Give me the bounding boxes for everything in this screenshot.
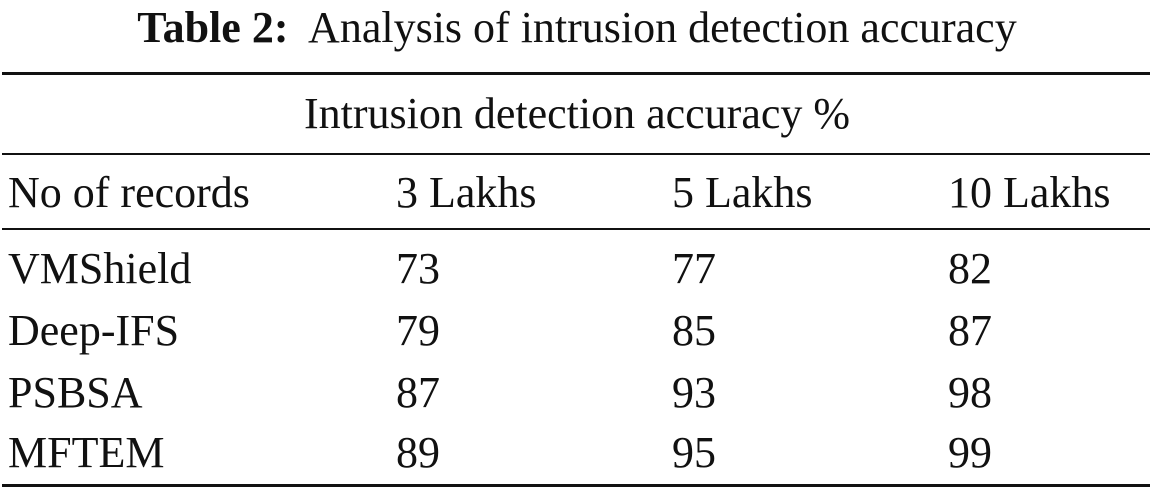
cell-value: 89 (396, 428, 440, 477)
table-row: MFTEM 89 95 99 (0, 424, 1154, 482)
row-label: MFTEM (8, 428, 165, 477)
column-header-5-lakhs: 5 Lakhs (672, 168, 813, 217)
cell-value: 85 (672, 306, 716, 355)
table-row: VMShield 73 77 82 (0, 240, 1154, 298)
table-caption-label: Table 2: (137, 3, 289, 52)
table-spanner-rule (2, 153, 1150, 155)
table-bottom-rule (2, 484, 1150, 487)
row-label: Deep-IFS (8, 306, 180, 355)
column-header-records: No of records (8, 168, 250, 217)
table-caption: Table 2: Analysis of intrusion detection… (0, 0, 1154, 56)
table-header-row: No of records 3 Lakhs 5 Lakhs 10 Lakhs (0, 164, 1154, 222)
cell-value: 93 (672, 368, 716, 417)
cell-value: 73 (396, 244, 440, 293)
cell-value: 87 (396, 368, 440, 417)
table-row: PSBSA 87 93 98 (0, 364, 1154, 422)
column-header-10-lakhs: 10 Lakhs (948, 168, 1111, 217)
cell-value: 79 (396, 306, 440, 355)
cell-value: 99 (948, 428, 992, 477)
cell-value: 77 (672, 244, 716, 293)
table-top-rule (2, 72, 1150, 75)
row-label: VMShield (8, 244, 192, 293)
cell-value: 87 (948, 306, 992, 355)
cell-value: 98 (948, 368, 992, 417)
table-caption-text: Analysis of intrusion detection accuracy (308, 3, 1017, 52)
cell-value: 82 (948, 244, 992, 293)
cell-value: 95 (672, 428, 716, 477)
column-header-3-lakhs: 3 Lakhs (396, 168, 537, 217)
row-label: PSBSA (8, 368, 143, 417)
table-spanner-header: Intrusion detection accuracy % (303, 89, 851, 138)
table-header-rule (2, 228, 1150, 230)
table-row: Deep-IFS 79 85 87 (0, 302, 1154, 360)
